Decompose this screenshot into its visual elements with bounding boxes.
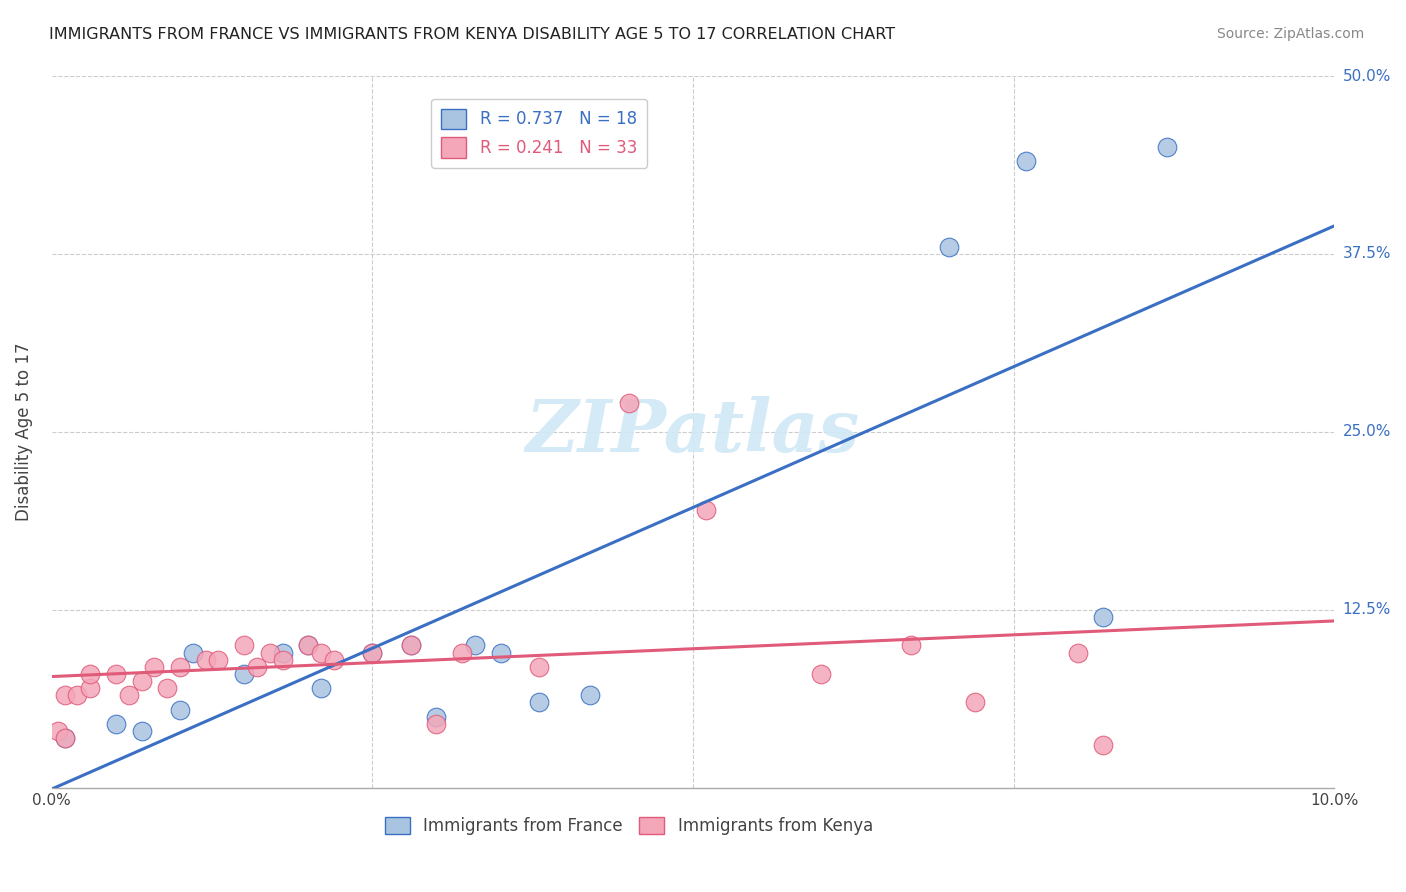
Point [297, 639, 319, 653]
Point [1015, 154, 1038, 169]
Point [143, 660, 166, 674]
Text: 25.0%: 25.0% [1343, 425, 1391, 440]
Point [79, 681, 101, 696]
Point [965, 695, 987, 709]
Point [246, 660, 269, 674]
Point [938, 240, 960, 254]
Point [104, 667, 127, 681]
Point [297, 639, 319, 653]
Point [181, 646, 204, 660]
Point [131, 723, 153, 738]
Point [259, 646, 281, 660]
Point [194, 653, 217, 667]
Point [46, 723, 69, 738]
Point [527, 695, 550, 709]
Point [156, 681, 179, 696]
Point [399, 639, 422, 653]
Point [169, 702, 191, 716]
Point [361, 646, 384, 660]
Point [579, 688, 602, 702]
Point [900, 639, 922, 653]
Point [53, 688, 76, 702]
Point [489, 646, 512, 660]
Point [131, 674, 153, 689]
Point [271, 646, 294, 660]
Point [695, 503, 717, 517]
Point [425, 716, 447, 731]
Legend: Immigrants from France, Immigrants from Kenya: Immigrants from France, Immigrants from … [377, 809, 882, 844]
Point [309, 681, 332, 696]
Point [1092, 738, 1115, 752]
Point [399, 639, 422, 653]
Point [810, 667, 832, 681]
Point [309, 646, 332, 660]
Point [66, 688, 89, 702]
Point [322, 653, 344, 667]
Point [271, 653, 294, 667]
Point [1066, 646, 1088, 660]
Point [79, 667, 101, 681]
Text: 12.5%: 12.5% [1343, 602, 1391, 617]
Point [53, 731, 76, 745]
Point [617, 396, 640, 410]
Text: 37.5%: 37.5% [1343, 246, 1391, 261]
Text: ZIPatlas: ZIPatlas [526, 396, 860, 467]
Point [233, 667, 256, 681]
Point [1092, 610, 1115, 624]
Point [169, 660, 191, 674]
Point [207, 653, 229, 667]
Point [527, 660, 550, 674]
Point [233, 639, 256, 653]
Text: 50.0%: 50.0% [1343, 69, 1391, 84]
Point [53, 731, 76, 745]
Point [464, 639, 486, 653]
Point [1156, 140, 1178, 154]
Y-axis label: Disability Age 5 to 17: Disability Age 5 to 17 [15, 343, 32, 521]
Point [425, 709, 447, 723]
Point [104, 716, 127, 731]
Text: Source: ZipAtlas.com: Source: ZipAtlas.com [1216, 27, 1364, 41]
Point [118, 688, 141, 702]
Point [361, 646, 384, 660]
Text: IMMIGRANTS FROM FRANCE VS IMMIGRANTS FROM KENYA DISABILITY AGE 5 TO 17 CORRELATI: IMMIGRANTS FROM FRANCE VS IMMIGRANTS FRO… [49, 27, 896, 42]
Point [451, 646, 474, 660]
